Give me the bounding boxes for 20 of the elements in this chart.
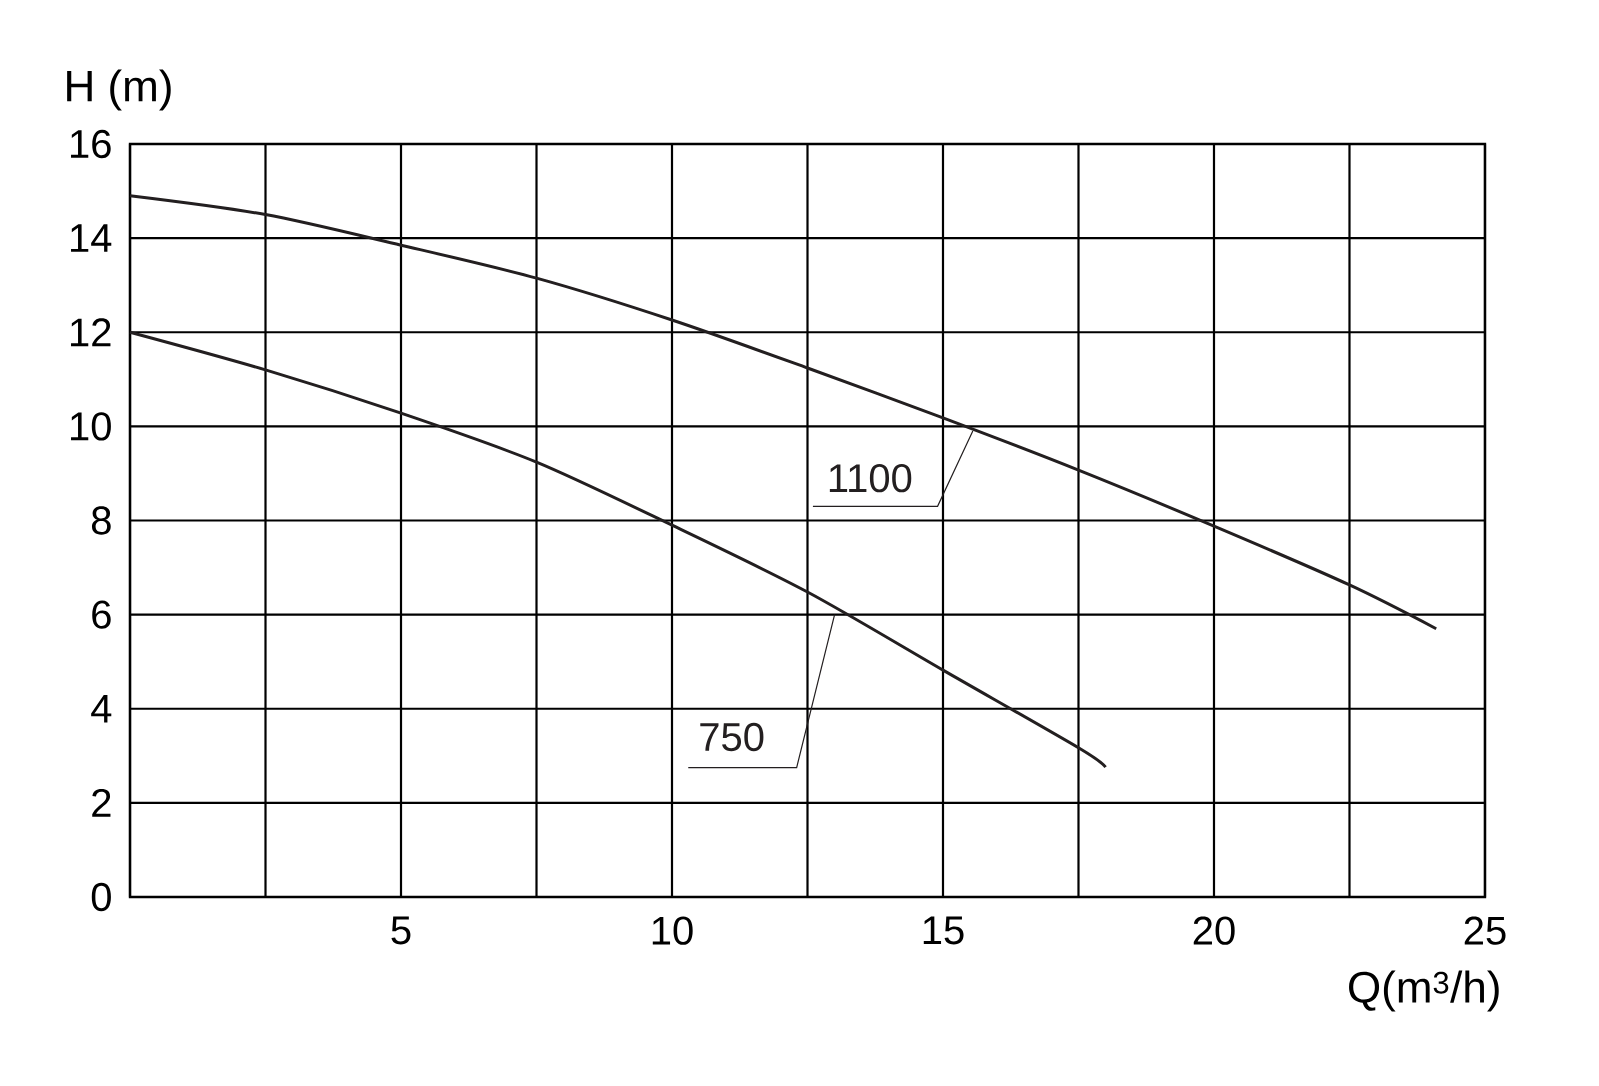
line-series <box>128 330 1108 769</box>
y-tick-label: 14 <box>71 224 112 252</box>
x-tick-label: 10 <box>652 916 693 945</box>
x-tick-label: 5 <box>391 916 411 945</box>
text: 750 <box>700 722 764 752</box>
x-tick-label: 25 <box>1464 916 1506 945</box>
y-tick-label: 8 <box>91 506 111 535</box>
y-tick-label: 16 <box>71 129 111 159</box>
y-tick-label: 6 <box>92 600 111 629</box>
y-tick-label: 0 <box>91 882 111 912</box>
series-label: 1100 <box>829 463 912 493</box>
x-tick-label: 20 <box>1193 916 1235 945</box>
y-tick-label: 10 <box>71 412 111 441</box>
y-tick-label: 4 <box>91 694 112 723</box>
x-tick-label: 15 <box>923 916 964 945</box>
x-axis-title: Q(m$^{3}$/h) <box>1349 970 1499 1012</box>
y-axis-title: H (m) <box>67 69 171 111</box>
line-series <box>128 194 1438 631</box>
y-tick-label: 12 <box>71 318 111 347</box>
y-tick-label: 2 <box>92 788 111 817</box>
